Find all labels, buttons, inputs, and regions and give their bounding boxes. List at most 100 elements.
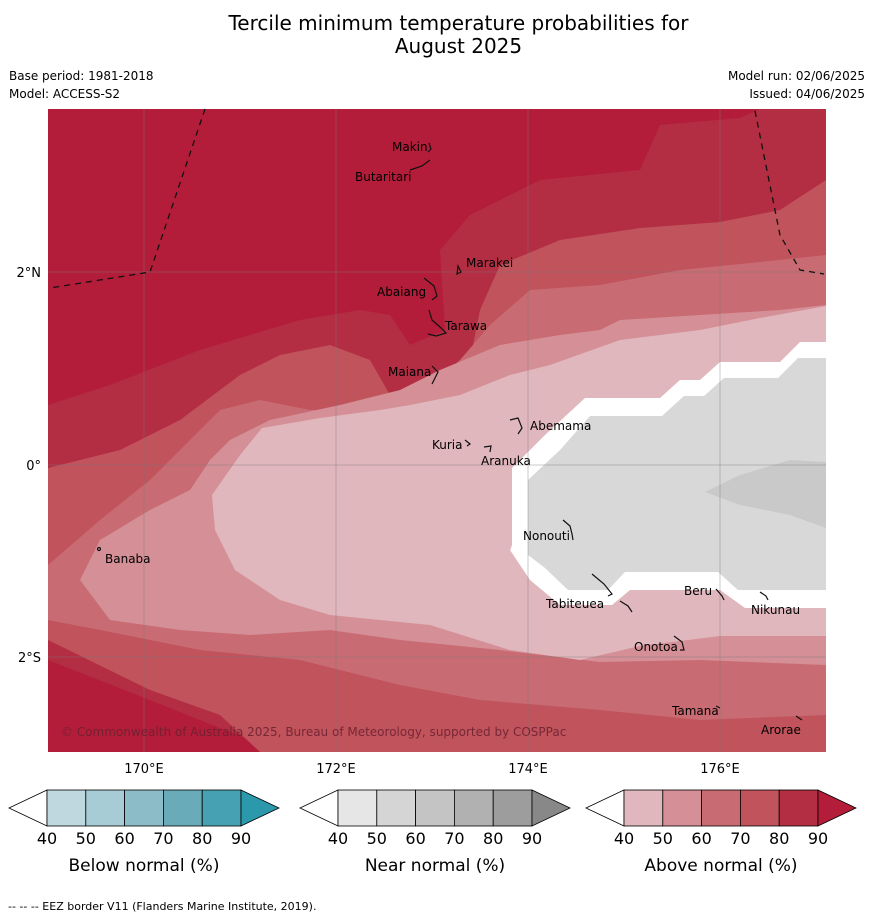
chart-title: Tercile minimum temperature probabilitie… <box>0 12 873 58</box>
label-nikunau: Nikunau <box>751 603 800 617</box>
colorbar-segment <box>46 789 87 827</box>
colorbar-segment <box>376 789 416 827</box>
label-arorae: Arorae <box>761 723 801 737</box>
above-40-central-region <box>340 460 512 595</box>
colorbar-segment <box>162 789 203 827</box>
label-aranuka: Aranuka <box>481 454 531 468</box>
colorbar-over-triangle <box>240 789 280 827</box>
label-maiana: Maiana <box>388 365 431 379</box>
island-tabiteuea-north <box>591 573 613 597</box>
label-onotoa: Onotoa <box>634 640 678 654</box>
colorbar-tick-label: 60 <box>114 829 134 848</box>
island-aranuka <box>483 445 492 453</box>
colorbar-tick-label: 90 <box>522 829 542 848</box>
island-makin <box>427 142 432 153</box>
island-onotoa <box>673 635 685 651</box>
label-butaritari: Butaritari <box>355 170 412 184</box>
colorbar-segment <box>337 789 378 827</box>
colorbar-2: 40 50 60 70 80 90 Near normal (%) <box>299 789 571 876</box>
colorbar-segment <box>492 789 533 827</box>
colorbar-tick-label: 70 <box>153 829 173 848</box>
colorbar-tick-label: 60 <box>405 829 425 848</box>
probability-shading <box>48 109 826 752</box>
colorbar-tick-label: 40 <box>614 829 634 848</box>
colorbar-under-triangle <box>8 789 48 827</box>
colorbar-segment <box>662 789 702 827</box>
colorbar-segment <box>124 789 164 827</box>
colorbar-tick-label: 50 <box>76 829 96 848</box>
issued-date: Issued: 04/06/2025 <box>749 87 865 101</box>
longitude-labels: 170°E 172°E 174°E 176°E <box>124 762 740 777</box>
island-arorae <box>795 715 803 721</box>
island-maiana <box>431 365 439 385</box>
label-abemama: Abemama <box>530 419 591 433</box>
colorbar-tick-label: 50 <box>653 829 673 848</box>
label-beru: Beru <box>684 584 712 598</box>
eez-border-west <box>49 108 206 289</box>
lon-label-174e: 174°E <box>508 762 548 777</box>
colorbar-tick-label: 50 <box>367 829 387 848</box>
label-marakei: Marakei <box>466 256 513 270</box>
base-period: Base period: 1981-2018 <box>9 69 154 83</box>
title-line-1: Tercile minimum temperature probabilitie… <box>228 11 689 35</box>
place-labels: Makin Butaritari Marakei Abaiang Tarawa … <box>105 140 801 737</box>
label-kuria: Kuria <box>432 438 463 452</box>
colorbar-tick-label: 40 <box>328 829 348 848</box>
island-nonouti <box>562 519 574 541</box>
latitude-labels: 2°N 0° 2°S <box>17 266 42 666</box>
colorbar-segment <box>201 789 242 827</box>
colorbar-under-triangle <box>585 789 625 827</box>
colorbar-title: Below normal (%) <box>69 856 220 876</box>
copyright-notice: © Commonwealth of Australia 2025, Bureau… <box>61 725 566 739</box>
colorbar-under-triangle <box>299 789 339 827</box>
island-beru <box>715 588 725 601</box>
island-tabiteuea-south <box>619 600 633 613</box>
islands <box>96 142 803 721</box>
island-abemama <box>509 417 523 435</box>
label-tabiteuea: Tabiteuea <box>545 597 604 611</box>
island-abaiang <box>423 277 438 301</box>
island-nikunau <box>759 591 769 601</box>
island-tarawa <box>427 309 448 337</box>
colorbar-tick-label: 60 <box>691 829 711 848</box>
title-line-2: August 2025 <box>394 34 523 58</box>
colorbar-segment <box>415 789 455 827</box>
meta-left: Base period: 1981-2018 Model: ACCESS-S2 <box>9 69 154 101</box>
colorbar-tick-label: 70 <box>444 829 464 848</box>
label-tarawa: Tarawa <box>444 319 487 333</box>
lon-label-176e: 176°E <box>700 762 740 777</box>
colorbar-tick-label: 80 <box>769 829 789 848</box>
colorbar-tick-label: 80 <box>483 829 503 848</box>
island-marakei <box>456 263 462 276</box>
colorbar-tick-label: 90 <box>808 829 828 848</box>
lon-label-170e: 170°E <box>124 762 164 777</box>
colorbar-segment <box>623 789 664 827</box>
meta-right: Model run: 02/06/2025 Issued: 04/06/2025 <box>728 69 865 101</box>
colorbar-tick-label: 70 <box>730 829 750 848</box>
eez-footnote: -- -- -- EEZ border V11 (Flanders Marine… <box>8 900 317 913</box>
island-tamana <box>715 705 721 709</box>
lat-label-2s: 2°S <box>18 651 41 666</box>
colorbar-over-triangle <box>817 789 857 827</box>
model-run: Model run: 02/06/2025 <box>727 69 865 83</box>
label-abaiang: Abaiang <box>377 285 426 299</box>
colorbar-segment <box>85 789 126 827</box>
colorbar-1: 40 50 60 70 80 90 Below normal (%) <box>8 789 280 876</box>
colorbar-tick-label: 80 <box>192 829 212 848</box>
lat-label-2n: 2°N <box>17 266 42 281</box>
label-banaba: Banaba <box>105 552 151 566</box>
lat-label-equator: 0° <box>26 459 41 474</box>
lon-label-172e: 172°E <box>316 762 356 777</box>
colorbar-tick-label: 90 <box>231 829 251 848</box>
label-makin: Makin <box>392 140 428 154</box>
eez-borders <box>49 108 825 289</box>
colorbar-legends: 40 50 60 70 80 90 Below normal (%) 40 50 60 70 80 90… <box>8 789 857 876</box>
colorbar-segment <box>453 789 494 827</box>
colorbar-segment <box>778 789 819 827</box>
gridlines <box>48 109 826 752</box>
near-normal-50-region <box>705 460 826 528</box>
near-normal-40-region <box>528 358 826 590</box>
model-name: Model: ACCESS-S2 <box>9 87 121 101</box>
eez-border-east <box>754 110 825 275</box>
